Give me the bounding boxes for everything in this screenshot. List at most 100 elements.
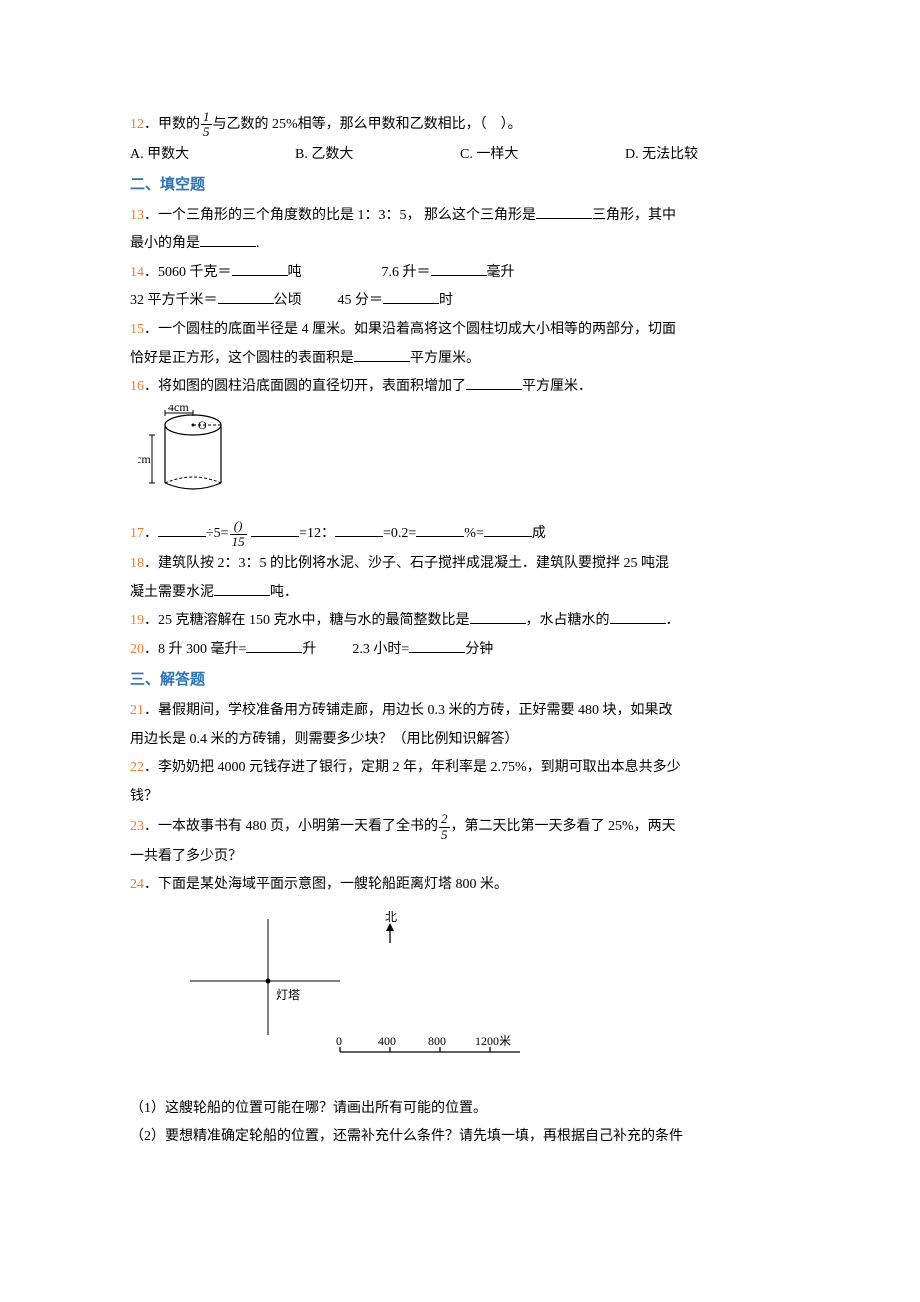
- text: ．: [666, 613, 680, 628]
- text: 恰好是正方形，这个圆柱的表面积是: [130, 351, 354, 366]
- text: 公顷: [274, 293, 302, 308]
- question-19: 19．25 克糖溶解在 150 克水中，糖与水的最简整数比是，水占糖水的．: [130, 608, 790, 635]
- blank: [246, 639, 302, 653]
- question-20: 20．8 升 300 毫升= 升 2.3 小时= 分钟: [130, 637, 790, 664]
- question-24-sub1: （1）这艘轮船的位置可能在哪？请画出所有可能的位置。: [130, 1096, 790, 1123]
- text: 吨．: [270, 585, 298, 600]
- question-number: 15: [130, 322, 144, 337]
- text: 平方厘米。: [410, 351, 480, 366]
- text: （2）要想精准确定轮船的位置，还需补充什么条件？请先填一填，再根据自己补充的条件: [130, 1129, 683, 1144]
- text: 2.3 小时=: [352, 642, 409, 657]
- fraction-blank-15: ()15: [230, 519, 247, 549]
- blank: [251, 523, 299, 537]
- text: ．5060 千克＝: [144, 265, 232, 280]
- blank: [214, 582, 270, 596]
- scale-0: 0: [336, 1034, 342, 1048]
- text: 最小的角是: [130, 236, 200, 251]
- blank: [536, 205, 592, 219]
- text: 7.6 升＝: [382, 265, 431, 280]
- question-number: 24: [130, 877, 144, 892]
- question-16: 16．将如图的圆柱沿底面圆的直径切开，表面积增加了 平方厘米．: [130, 374, 790, 401]
- blank: [200, 233, 256, 247]
- text: ．一本故事书有 480 页，小明第一天看了全书的: [144, 819, 438, 834]
- section-3-heading: 三、解答题: [130, 666, 790, 695]
- question-13-cont: 最小的角是.: [130, 231, 790, 258]
- question-number: 17: [130, 526, 144, 541]
- text: =12：: [299, 526, 335, 541]
- text: ，第二天比第一天多看了 25%，两天: [451, 819, 676, 834]
- text: ．一个三角形的三个角度数的比是 1：3：5， 那么这个三角形是: [144, 208, 536, 223]
- text: =0.2=: [383, 526, 416, 541]
- text: 32 平方千米＝: [130, 293, 218, 308]
- blank: [610, 610, 666, 624]
- text: 吨: [288, 265, 302, 280]
- option-a: A. 甲数大: [130, 142, 295, 169]
- text: 45 分＝: [338, 293, 384, 308]
- question-number: 18: [130, 556, 144, 571]
- label-6cm: 6cm: [138, 452, 151, 466]
- blank: [232, 262, 288, 276]
- scale-1200: 1200米: [475, 1034, 511, 1048]
- text: ．将如图的圆柱沿底面圆的直径切开，表面积增加了: [144, 379, 466, 394]
- text: ．建筑队按 2：3：5 的比例将水泥、沙子、石子搅拌成混凝土．建筑队要搅拌 25…: [144, 556, 669, 571]
- text: ．李奶奶把 4000 元钱存进了银行，定期 2 年，年利率是 2.75%，到期可…: [144, 760, 681, 775]
- text: ．25 克糖溶解在 150 克水中，糖与水的最简整数比是: [144, 613, 470, 628]
- option-b: B. 乙数大: [295, 142, 460, 169]
- question-number: 20: [130, 642, 144, 657]
- option-d: D. 无法比较: [625, 142, 790, 169]
- scale-400: 400: [378, 1034, 396, 1048]
- question-24-sub2: （2）要想精准确定轮船的位置，还需补充什么条件？请先填一填，再根据自己补充的条件: [130, 1124, 790, 1151]
- text: ．甲数的: [144, 117, 200, 132]
- text: 分钟: [465, 642, 493, 657]
- text: 成: [532, 526, 546, 541]
- blank: [383, 290, 439, 304]
- blank: [484, 523, 532, 537]
- text: ．暑假期间，学校准备用方砖铺走廊，用边长 0.3 米的方砖，正好需要 480 块…: [144, 703, 673, 718]
- text: 钱？: [130, 789, 158, 804]
- question-15-cont: 恰好是正方形，这个圆柱的表面积是 平方厘米。: [130, 346, 790, 373]
- text: 凝土需要水泥: [130, 585, 214, 600]
- text: 与乙数的 25%相等，那么甲数和乙数相比，（ ）。: [213, 117, 522, 132]
- fraction-2-5: 25: [439, 812, 450, 842]
- blank: [470, 610, 526, 624]
- text: ．: [144, 526, 158, 541]
- option-c: C. 一样大: [460, 142, 625, 169]
- question-21: 21．暑假期间，学校准备用方砖铺走廊，用边长 0.3 米的方砖，正好需要 480…: [130, 698, 790, 725]
- blank: [409, 639, 465, 653]
- cylinder-figure: O 4cm 6cm: [138, 405, 790, 516]
- text: 一共看了多少页？: [130, 849, 242, 864]
- question-24: 24．下面是某处海域平面示意图，一艘轮船距离灯塔 800 米。: [130, 872, 790, 899]
- question-number: 13: [130, 208, 144, 223]
- blank: [466, 376, 522, 390]
- text: ．下面是某处海域平面示意图，一艘轮船距离灯塔 800 米。: [144, 877, 508, 892]
- text: 升: [302, 642, 316, 657]
- question-22: 22．李奶奶把 4000 元钱存进了银行，定期 2 年，年利率是 2.75%，到…: [130, 755, 790, 782]
- text: 平方厘米．: [522, 379, 592, 394]
- question-18: 18．建筑队按 2：3：5 的比例将水泥、沙子、石子搅拌成混凝土．建筑队要搅拌 …: [130, 551, 790, 578]
- question-number: 12: [130, 117, 144, 132]
- question-number: 22: [130, 760, 144, 775]
- question-18-cont: 凝土需要水泥 吨．: [130, 580, 790, 607]
- blank: [335, 523, 383, 537]
- text: ．一个圆柱的底面半径是 4 厘米。如果沿着高将这个圆柱切成大小相等的两部分，切面: [144, 322, 676, 337]
- question-12: 12．甲数的15与乙数的 25%相等，那么甲数和乙数相比，（ ）。: [130, 110, 790, 140]
- question-number: 16: [130, 379, 144, 394]
- question-23: 23．一本故事书有 480 页，小明第一天看了全书的25，第二天比第一天多看了 …: [130, 812, 790, 842]
- text: ．8 升 300 毫升=: [144, 642, 246, 657]
- question-number: 21: [130, 703, 144, 718]
- question-13: 13．一个三角形的三个角度数的比是 1：3：5， 那么这个三角形是三角形，其中: [130, 203, 790, 230]
- text: ÷5=: [206, 526, 229, 541]
- blank: [218, 290, 274, 304]
- question-number: 14: [130, 265, 144, 280]
- text: （1）这艘轮船的位置可能在哪？请画出所有可能的位置。: [130, 1101, 487, 1116]
- question-12-options: A. 甲数大 B. 乙数大 C. 一样大 D. 无法比较: [130, 142, 790, 169]
- blank: [354, 348, 410, 362]
- blank: [158, 523, 206, 537]
- question-17: 17．÷5=()15 =12：=0.2=%=成: [130, 519, 790, 549]
- blank: [416, 523, 464, 537]
- question-number: 23: [130, 819, 144, 834]
- text: ，水占糖水的: [526, 613, 610, 628]
- scale-800: 800: [428, 1034, 446, 1048]
- text: 用边长是 0.4 米的方砖铺，则需要多少块？（用比例知识解答）: [130, 732, 519, 747]
- question-14: 14．5060 千克＝吨7.6 升＝毫升: [130, 260, 790, 287]
